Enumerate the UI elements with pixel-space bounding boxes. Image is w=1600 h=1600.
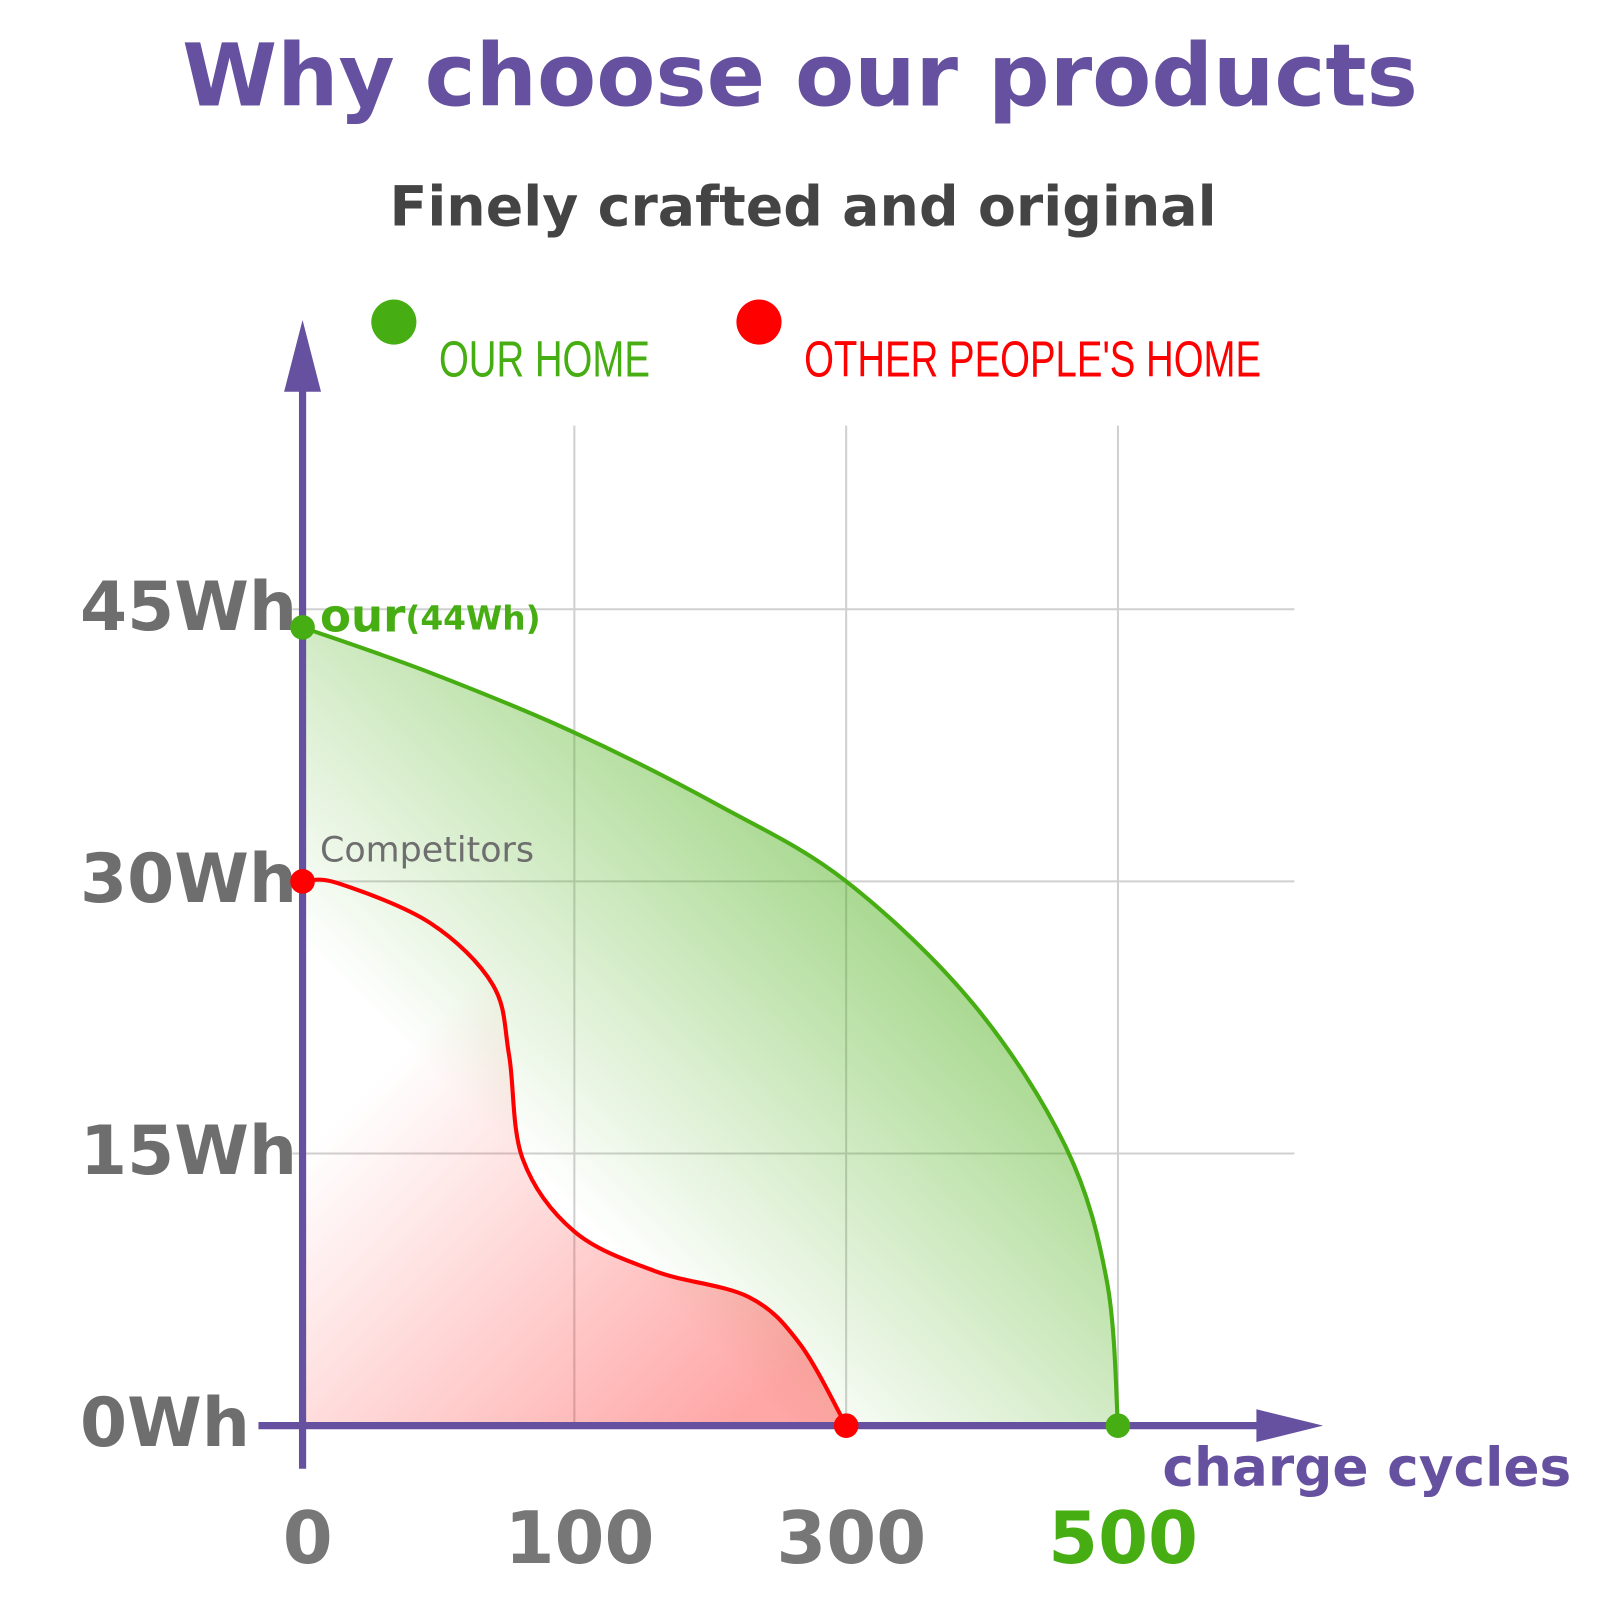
- annotation-text: our: [320, 589, 406, 642]
- legend-marker: [371, 299, 417, 345]
- series-line: [302, 877, 848, 1427]
- x-tick-label: 300: [776, 1496, 926, 1580]
- x-tick-label: 0: [283, 1496, 333, 1580]
- y-tick-label: 30Wh: [80, 839, 297, 918]
- foreground: OUR HOME OTHER PEOPLE'S HOME our(44Wh) Comp…: [290, 299, 1261, 1438]
- x-axis-label: charge cycles: [1162, 1435, 1571, 1498]
- end-point: [290, 615, 315, 640]
- y-tick-label: 15Wh: [80, 1111, 297, 1190]
- legend-label: OTHER PEOPLE'S HOME: [804, 330, 1261, 387]
- area-fill: [302, 879, 847, 1426]
- areas: [302, 627, 1118, 1426]
- annotation-subtext: (44Wh): [405, 599, 540, 637]
- annotation: our(44Wh): [320, 589, 541, 642]
- end-point: [1105, 1413, 1131, 1438]
- legend-marker: [736, 299, 782, 345]
- legend-label: OUR HOME: [439, 330, 650, 387]
- y-tick-label: 45Wh: [80, 567, 297, 646]
- x-axis-arrow: [1256, 1409, 1324, 1443]
- y-axis-arrow: [284, 320, 322, 392]
- chart-title: Why choose our products: [182, 26, 1418, 126]
- annotation: Competitors: [320, 830, 534, 870]
- end-point: [833, 1413, 859, 1438]
- x-tick-label: 500: [1048, 1496, 1198, 1580]
- series-line: [301, 625, 1120, 1426]
- x-tick-label: 100: [505, 1496, 655, 1580]
- end-point: [290, 869, 315, 894]
- y-tick-label: 0Wh: [80, 1383, 250, 1462]
- chart-subtitle: Finely crafted and original: [390, 175, 1217, 239]
